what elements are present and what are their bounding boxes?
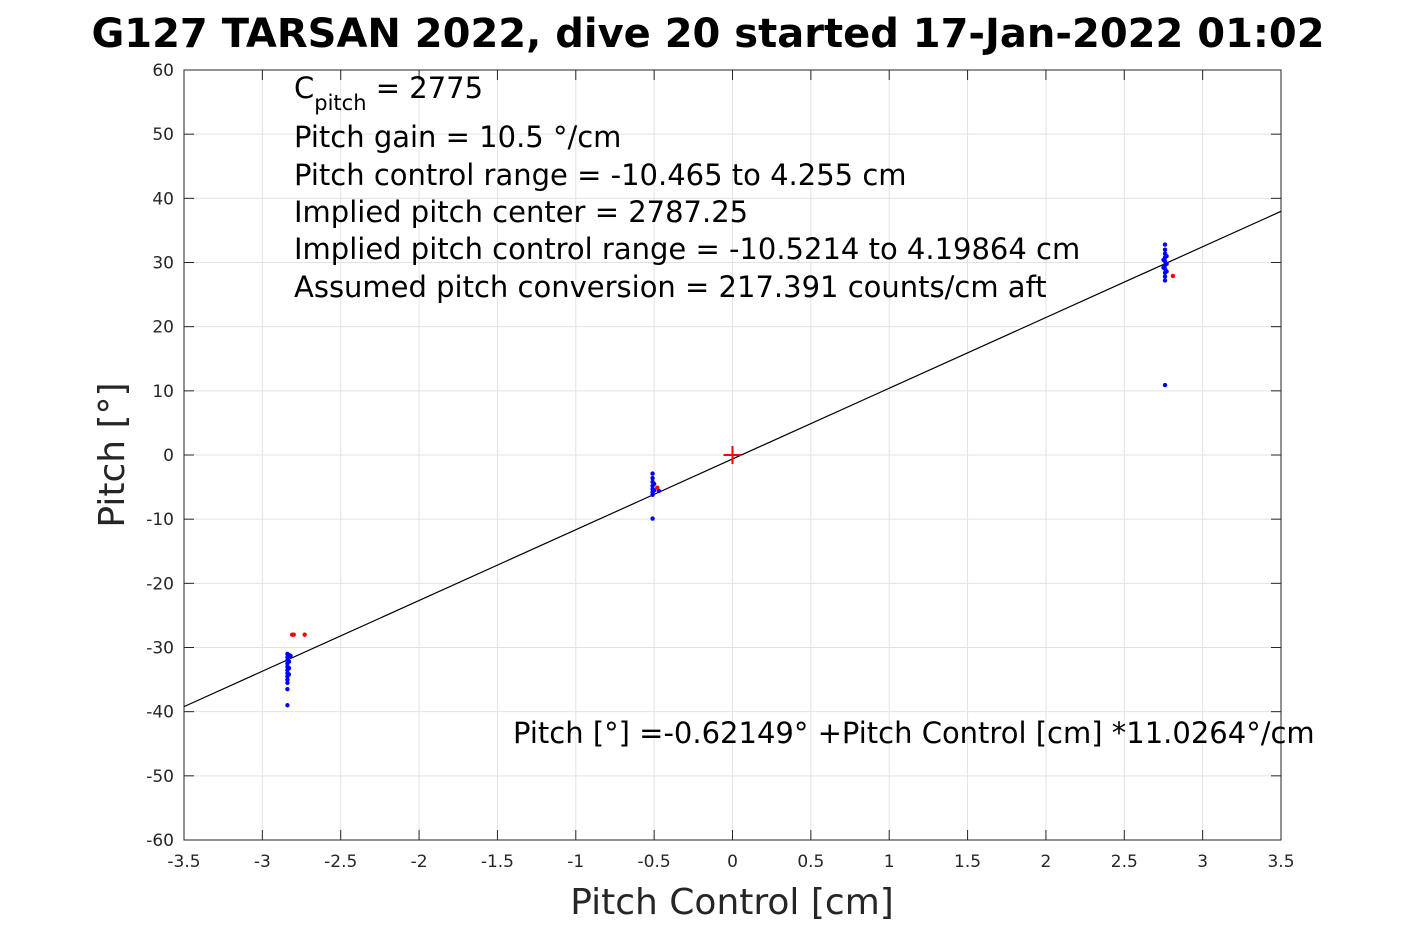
data-point — [286, 659, 292, 664]
x-tick-label: -2.5 — [324, 852, 357, 872]
grid — [183, 69, 1282, 841]
data-point — [285, 677, 290, 682]
data-point — [1162, 247, 1168, 252]
y-tick-label: 20 — [152, 318, 174, 338]
annotation-c-pitch: Cpitch = 2775 — [294, 71, 483, 115]
data-point — [285, 680, 290, 685]
data-point — [1164, 253, 1169, 259]
data-point — [650, 492, 655, 497]
x-tick-label: -3 — [254, 852, 271, 872]
x-tick-label: 0 — [727, 852, 738, 872]
x-tick-label: 3 — [1197, 852, 1208, 872]
annotation-pitch-conversion: Assumed pitch conversion = 217.391 count… — [294, 270, 1047, 304]
x-axis-label: Pitch Control [cm] — [570, 882, 894, 923]
data-point — [651, 488, 657, 493]
x-tick-label: -2 — [411, 852, 428, 872]
annotation-implied-control-range: Implied pitch control range = -10.5214 t… — [294, 232, 1080, 266]
y-tick-label: -50 — [146, 767, 174, 787]
data-point — [1162, 382, 1168, 388]
y-tick-label: 60 — [152, 61, 174, 81]
axis-ticks: -3.5 -3 -2.5 -2 -1.5 -1 -0.5 0 0.5 1 1.5 2 2.5 3 3.5 60… — [146, 61, 1294, 872]
y-tick-label: -40 — [146, 703, 174, 723]
data-point — [1170, 273, 1176, 279]
y-tick-label: -30 — [146, 639, 174, 659]
x-tick-label: 0.5 — [797, 852, 824, 872]
data-point — [650, 516, 655, 521]
data-point — [288, 653, 293, 659]
x-tick-label: -3.5 — [167, 852, 200, 872]
data-point — [286, 672, 292, 677]
annotation-pitch-gain: Pitch gain = 10.5 °/cm — [294, 120, 621, 154]
data-point — [650, 475, 655, 481]
chart-title: G127 TARSAN 2022, dive 20 started 17-Jan… — [91, 11, 1324, 57]
data-point — [285, 687, 290, 692]
annotation-fit-equation: Pitch [°] =-0.62149° +Pitch Control [cm]… — [513, 716, 1315, 750]
y-tick-label: 0 — [163, 446, 174, 466]
x-tick-label: 2 — [1041, 852, 1052, 872]
y-tick-label: 30 — [152, 254, 174, 274]
data-point — [1164, 261, 1169, 266]
y-tick-label: -60 — [146, 831, 174, 851]
annotation-implied-pitch-center: Implied pitch center = 2787.25 — [294, 195, 748, 229]
data-point — [1164, 269, 1169, 274]
annotation-c-pitch-subscript: pitch — [314, 91, 366, 115]
data-point — [651, 481, 657, 487]
data-point — [302, 632, 307, 637]
y-tick-label: -10 — [146, 510, 174, 530]
pitch-center-marker — [723, 446, 742, 464]
data-point — [1162, 278, 1168, 283]
annotation-c-pitch-base: C — [294, 71, 314, 105]
x-tick-label: -0.5 — [638, 852, 671, 872]
annotation-c-pitch-value: = 2775 — [367, 71, 484, 105]
y-tick-label: 10 — [152, 382, 174, 402]
x-tick-label: 1 — [884, 852, 895, 872]
y-tick-label: -20 — [146, 574, 174, 594]
y-tick-label: 50 — [152, 125, 174, 145]
x-tick-label: 3.5 — [1267, 852, 1294, 872]
data-point — [285, 703, 290, 708]
data-point — [650, 471, 655, 476]
scatter-points — [285, 242, 1176, 708]
annotation-pitch-control-range: Pitch control range = -10.465 to 4.255 c… — [294, 158, 907, 192]
x-tick-label: -1.5 — [481, 852, 514, 872]
data-point — [655, 485, 660, 490]
data-point — [291, 632, 296, 637]
data-point — [286, 665, 292, 671]
data-point — [1161, 265, 1166, 270]
data-point — [1162, 274, 1168, 279]
y-tick-label: 40 — [152, 189, 174, 209]
x-tick-label: -1 — [567, 852, 584, 872]
data-point — [1161, 257, 1166, 263]
x-tick-label: 2.5 — [1111, 852, 1138, 872]
data-point — [1162, 242, 1168, 247]
x-tick-label: 1.5 — [954, 852, 981, 872]
annotation-block: Cpitch = 2775 Pitch gain = 10.5 °/cm Pit… — [294, 71, 1315, 750]
y-axis-label: Pitch [°] — [92, 382, 133, 527]
